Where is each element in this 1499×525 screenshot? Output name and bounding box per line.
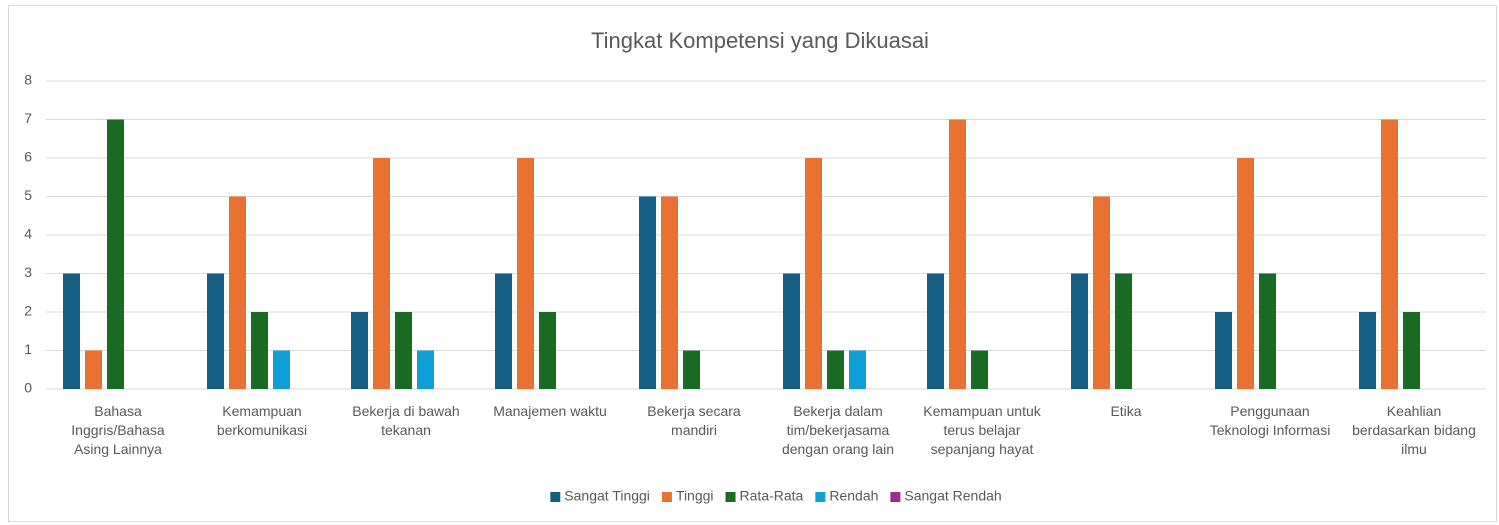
bar	[207, 273, 224, 389]
bar	[1071, 273, 1088, 389]
bar	[1215, 312, 1232, 389]
bar	[251, 312, 268, 389]
bar	[1237, 158, 1254, 389]
y-tick-label: 7	[24, 110, 32, 126]
legend-swatch	[550, 492, 561, 502]
x-tick-label: Bekerja di bawah tekanan	[352, 403, 459, 438]
legend-item: Rendah	[815, 488, 878, 504]
y-tick-label: 5	[24, 187, 32, 203]
legend-item: Sangat Tinggi	[550, 488, 650, 504]
y-tick-label: 8	[24, 72, 32, 88]
bar	[1093, 196, 1110, 389]
legend-swatch	[725, 492, 736, 502]
legend-item: Rata-Rata	[725, 488, 804, 504]
bar	[395, 312, 412, 389]
bar	[85, 350, 102, 389]
bar	[949, 119, 966, 389]
y-tick-label: 3	[24, 264, 32, 280]
legend-swatch	[661, 492, 672, 502]
bar	[417, 350, 434, 389]
bar	[927, 273, 944, 389]
bar	[1115, 273, 1132, 389]
y-tick-label: 6	[24, 149, 32, 165]
bar	[107, 119, 124, 389]
bar	[661, 196, 678, 389]
x-tick-label: Manajemen waktu	[493, 403, 607, 419]
bar	[971, 350, 988, 389]
legend-item: Sangat Rendah	[890, 488, 1002, 504]
x-tick-label: Bahasa Inggris/Bahasa Asing Lainnya	[71, 403, 165, 457]
bar	[683, 350, 700, 389]
bar	[63, 273, 80, 389]
bar	[1259, 273, 1276, 389]
y-tick-label: 4	[24, 226, 32, 242]
x-tick-label: Etika	[1110, 403, 1141, 419]
legend-label: Tinggi	[676, 488, 714, 504]
legend-label: Sangat Tinggi	[564, 488, 650, 504]
bar	[639, 196, 656, 389]
bar	[849, 350, 866, 389]
bar	[273, 350, 290, 389]
legend-item: Tinggi	[661, 488, 714, 504]
y-tick-label: 1	[24, 341, 32, 357]
bar	[517, 158, 534, 389]
x-tick-label: Penggunaan Teknologi Informasi	[1210, 403, 1331, 438]
legend-label: Sangat Rendah	[904, 488, 1001, 504]
x-tick-label: Keahlian berdasarkan bidang ilmu	[1352, 403, 1476, 457]
bar	[827, 350, 844, 389]
bar	[1359, 312, 1376, 389]
x-tick-label: Kemampuan berkomunikasi	[217, 403, 307, 438]
bar	[539, 312, 556, 389]
x-tick-label: Bekerja secara mandiri	[647, 403, 741, 438]
legend-label: Rata-Rata	[740, 488, 804, 504]
bar	[373, 158, 390, 389]
bar	[1403, 312, 1420, 389]
bar	[1381, 119, 1398, 389]
bar	[229, 196, 246, 389]
x-tick-label: Kemampuan untuk terus belajar sepanjang ha…	[923, 403, 1042, 457]
y-tick-label: 0	[24, 380, 32, 396]
bar	[805, 158, 822, 389]
x-tick-label: Bekerja dalam tim/bekerjasama dengan orang…	[782, 403, 894, 457]
legend-swatch	[890, 492, 901, 502]
y-tick-label: 2	[24, 303, 32, 319]
legend-swatch	[815, 492, 826, 502]
bar	[351, 312, 368, 389]
bar	[495, 273, 512, 389]
bar	[783, 273, 800, 389]
chart-title: Tingkat Kompetensi yang Dikuasai	[591, 28, 929, 53]
legend-label: Rendah	[829, 488, 878, 504]
